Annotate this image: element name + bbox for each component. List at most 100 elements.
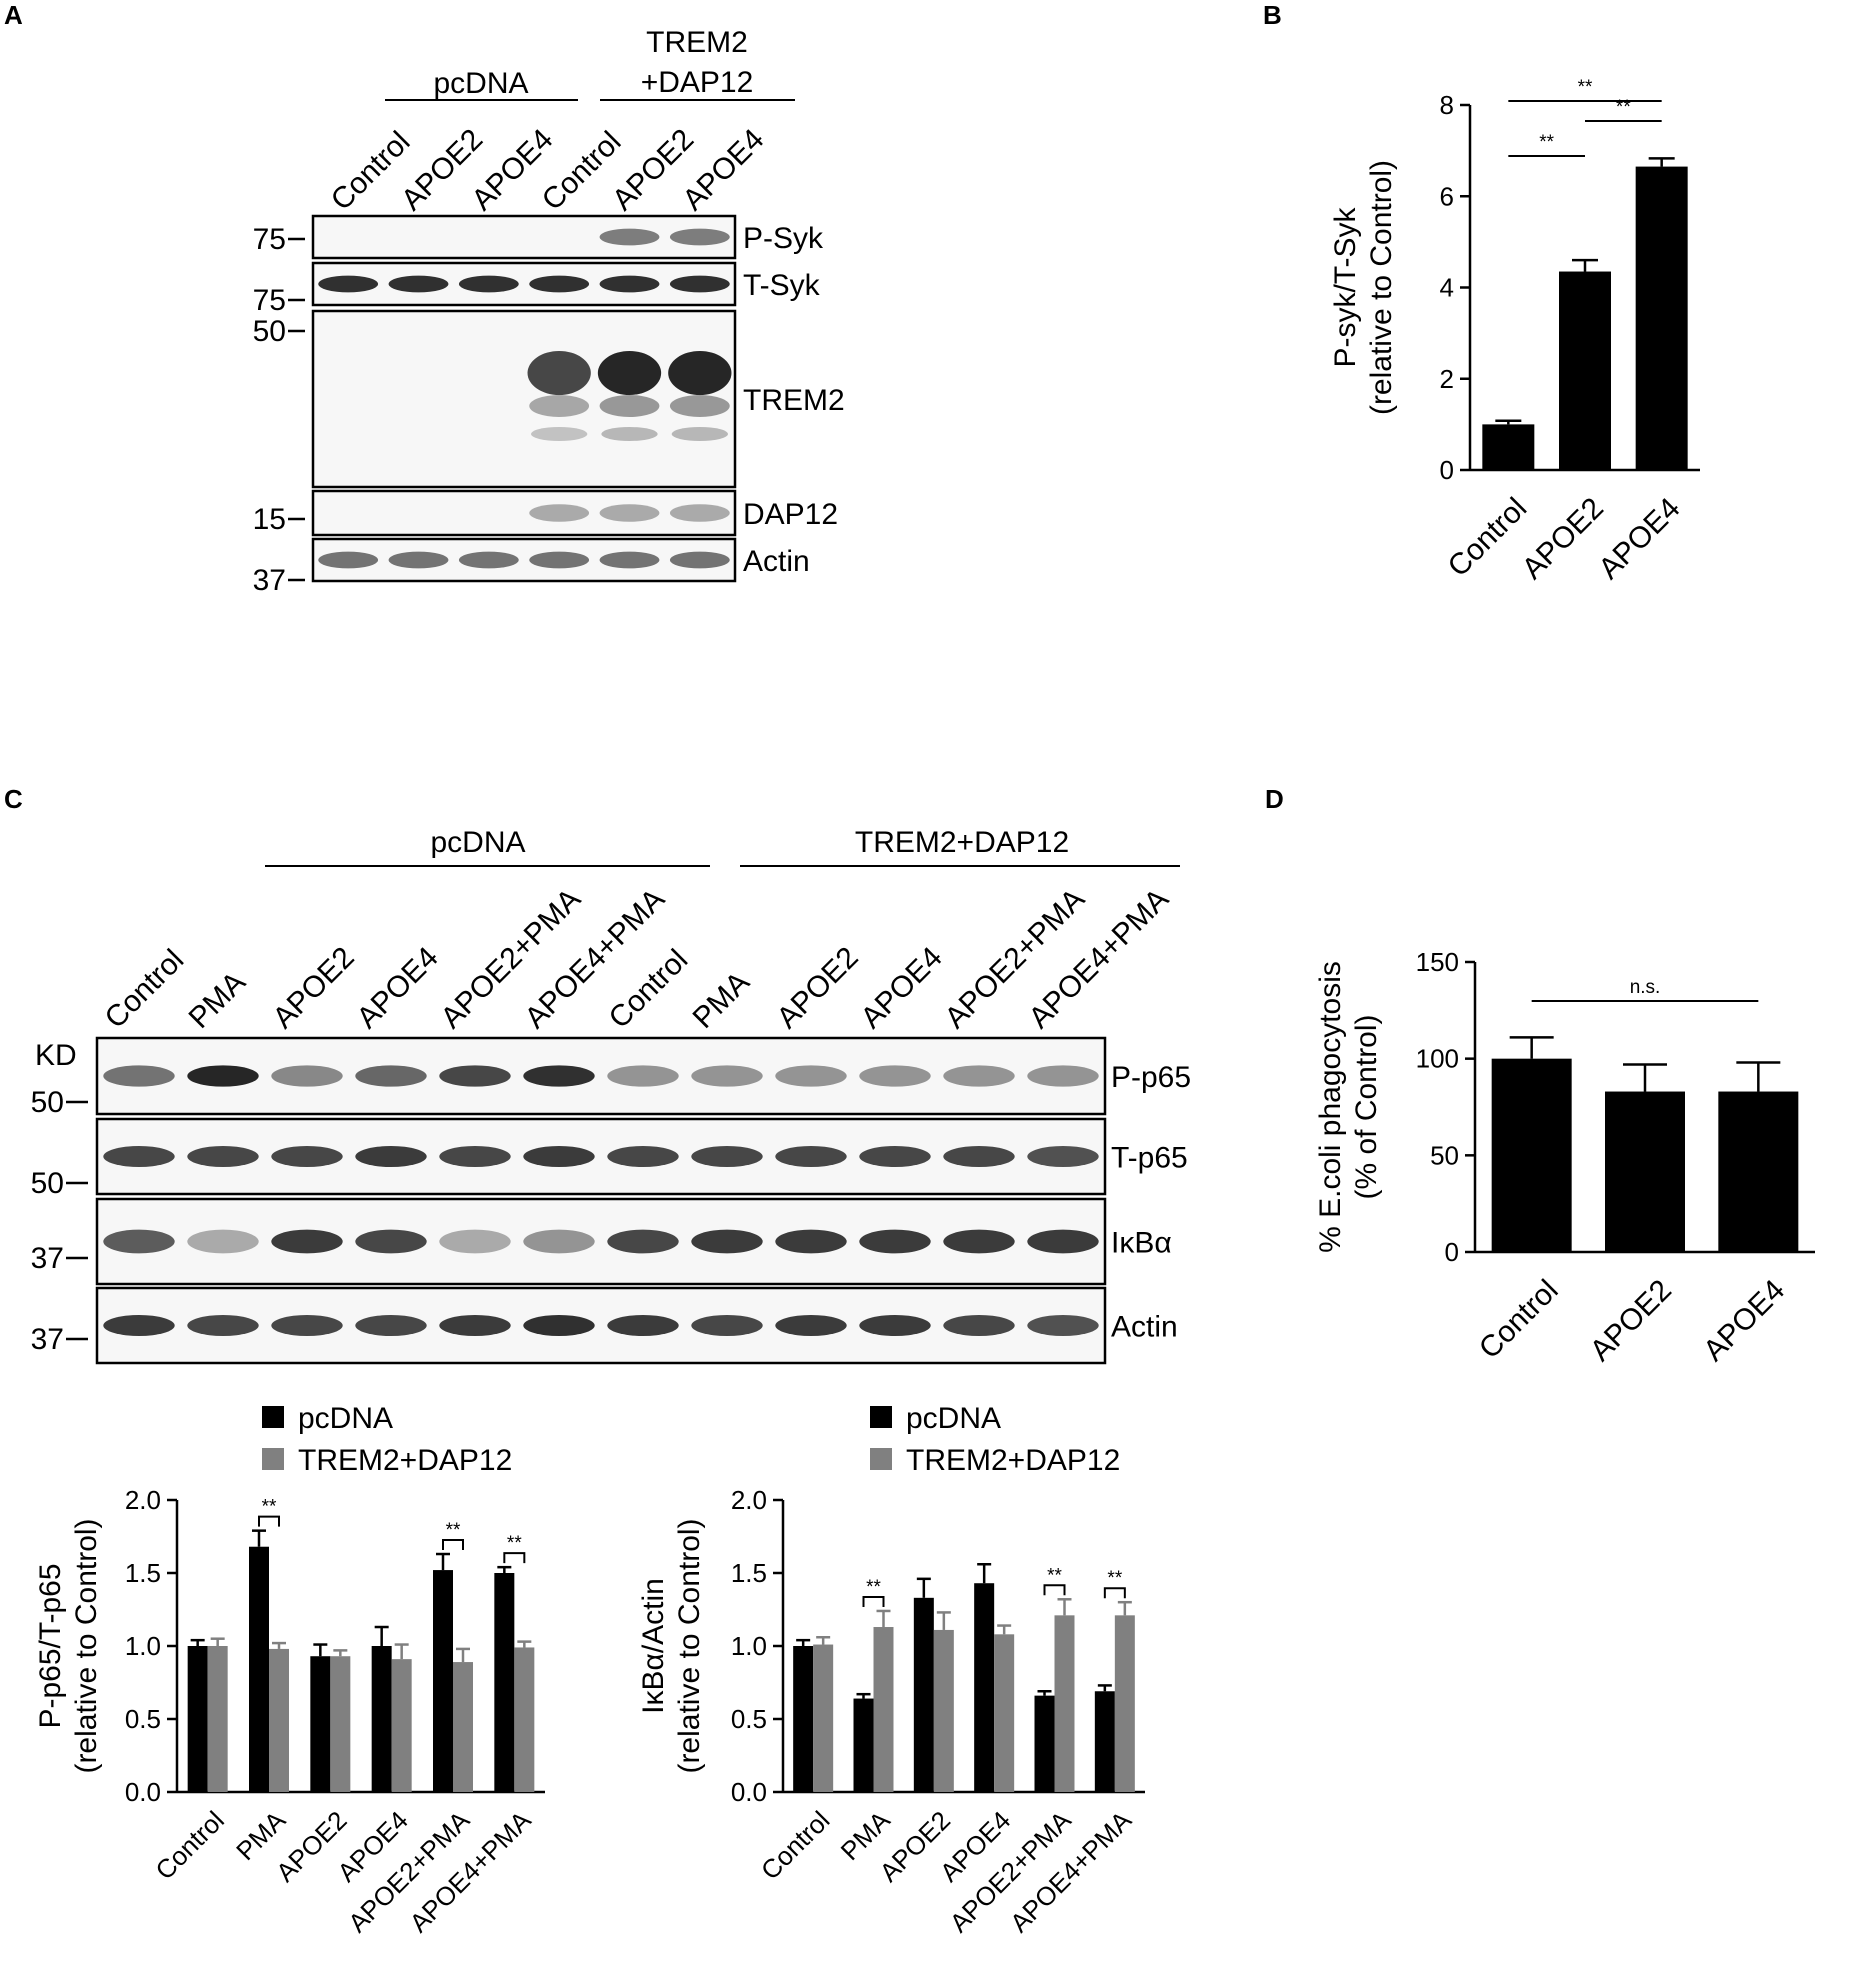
band (943, 1146, 1015, 1167)
band (669, 504, 730, 522)
band (388, 275, 449, 293)
band (599, 504, 660, 522)
kd-label: KD (35, 1039, 77, 1072)
band (271, 1146, 343, 1167)
x-tick-label: APOE4 (1593, 492, 1687, 586)
bar-pma-trem2-dap12 (269, 1648, 289, 1792)
group-label: pcDNA (430, 826, 525, 859)
band (527, 351, 591, 395)
band (859, 1315, 931, 1336)
bar-apoe4-pma-pcdna (494, 1573, 515, 1792)
band (523, 1065, 595, 1087)
y-tick-label: 1.0 (125, 1631, 161, 1661)
blot-strip-p-p65 (95, 1036, 1107, 1116)
band (669, 228, 730, 246)
band (187, 1229, 259, 1254)
legend-swatch-trem2-dap12 (870, 1448, 892, 1470)
mw-marker: 37 (253, 564, 286, 597)
bar-apoe2-trem2-dap12 (330, 1656, 351, 1792)
bar-control (1491, 1058, 1572, 1252)
bar-control (1482, 424, 1535, 470)
blot-label-trem2: TREM2 (743, 384, 845, 417)
band (529, 395, 590, 417)
mw-marker: 15 (253, 503, 286, 536)
mw-marker: 50 (253, 315, 286, 348)
y-tick-label: 0.0 (731, 1777, 767, 1807)
band (439, 1315, 511, 1336)
blot-label-p-syk: P-Syk (743, 222, 824, 255)
band (529, 551, 590, 569)
x-tick-label: APOE2 (1516, 492, 1610, 586)
y-tick-label: 50 (1430, 1140, 1459, 1170)
blot-strip-dap12 (311, 489, 737, 537)
x-tick-label: APOE4 (1697, 1274, 1791, 1368)
mw-marker: 50 (31, 1167, 64, 1200)
bar-apoe4-trem2-dap12 (994, 1634, 1015, 1792)
bar-chart-pp65-tp65: 0.0 0.5 1.0 1.5 2.0 P-p65/T-p65 (relative to C… (34, 1402, 545, 1938)
band (458, 551, 519, 569)
blot-strip-actin (95, 1286, 1107, 1365)
legend-swatch-pcdna (262, 1406, 284, 1428)
band (318, 551, 379, 569)
bar-apoe2-pma-trem2-dap12 (453, 1662, 473, 1792)
bar-apoe4-pma-trem2-dap12 (1114, 1615, 1135, 1792)
group-label: TREM2 (646, 26, 748, 59)
y-tick-label: 1.5 (731, 1558, 767, 1588)
legend-label-pcdna: pcDNA (906, 1402, 1001, 1435)
band (355, 1146, 427, 1167)
band (355, 1065, 427, 1087)
band (601, 427, 658, 441)
y-tick-label: 0.0 (125, 1777, 161, 1807)
bar-chart-ecoli-phagocytosis: 0 50 100 150 % E.coli phagocytosis (% of Cont… (1314, 947, 1815, 1368)
bar-apoe2-pcdna (913, 1597, 934, 1792)
y-axis-label: IκBα/Actin (637, 1578, 670, 1714)
blot-strip-actin (311, 537, 737, 583)
y-tick-label: 2.0 (125, 1485, 161, 1515)
band (599, 551, 660, 569)
panel-letter-c: C (4, 784, 23, 814)
band (859, 1065, 931, 1087)
blot-label-p-p65: P-p65 (1111, 1061, 1191, 1094)
bar-apoe2-pma-trem2-dap12 (1054, 1615, 1075, 1792)
band (775, 1146, 847, 1167)
y-tick-label: 4 (1440, 273, 1454, 303)
band (597, 351, 662, 395)
band (523, 1315, 595, 1336)
band (187, 1146, 259, 1167)
y-tick-label: 100 (1416, 1044, 1459, 1074)
bar-apoe4-pma-pcdna (1094, 1691, 1115, 1792)
y-axis-label: (relative to Control) (70, 1518, 103, 1773)
significance-label: n.s. (1630, 977, 1661, 998)
significance-label: ** (1047, 1565, 1062, 1586)
lane-label: APOE4 (351, 941, 445, 1035)
band (529, 504, 590, 522)
significance-label: ** (1539, 132, 1554, 153)
blot-label-actin: Actin (1111, 1311, 1178, 1344)
y-tick-label: 1.0 (731, 1631, 767, 1661)
band (669, 551, 730, 569)
band (271, 1229, 343, 1254)
significance-label: ** (1578, 77, 1593, 98)
y-axis-label: (relative to Control) (673, 1518, 706, 1773)
band (103, 1229, 175, 1254)
y-tick-label: 0 (1445, 1237, 1459, 1267)
mw-marker: 75 (253, 284, 286, 317)
band (1027, 1065, 1099, 1087)
significance-label: ** (262, 1497, 277, 1518)
western-blot-panel-a: pcDNATREM2+DAP12ControlAPOE2APOE4Control… (253, 26, 845, 597)
band (691, 1065, 763, 1087)
significance-bracket (1103, 1587, 1126, 1599)
blot-strip-t-p65 (95, 1117, 1107, 1196)
bar-apoe2 (1559, 271, 1611, 470)
band (607, 1065, 679, 1087)
blot-label-t-p65: T-p65 (1111, 1142, 1188, 1175)
y-axis-label: P-p65/T-p65 (34, 1563, 67, 1728)
bar-apoe2-pcdna (310, 1656, 331, 1792)
panel-letter-d: D (1265, 784, 1284, 814)
significance-bracket (442, 1539, 464, 1551)
band (943, 1065, 1015, 1087)
bar-chart-ikba-actin: 0.0 0.5 1.0 1.5 2.0 IκBα/Actin (relative to Co… (637, 1402, 1145, 1938)
blot-label-dap12: DAP12 (743, 498, 838, 531)
lane-label: Control (99, 943, 191, 1035)
